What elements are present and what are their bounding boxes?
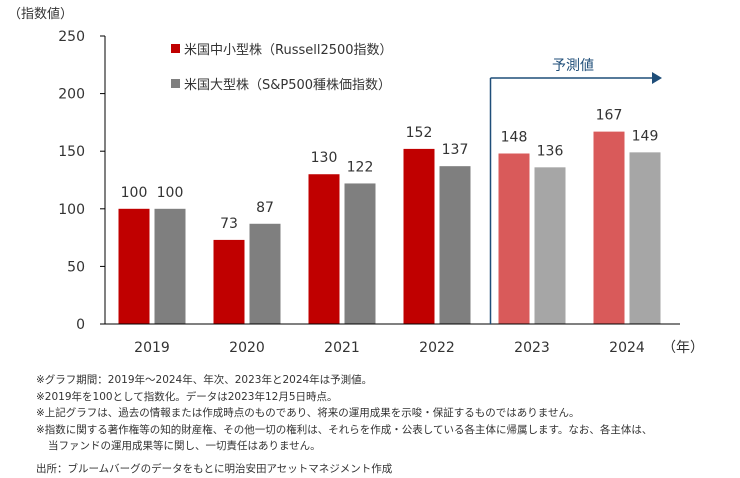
data-label: 148 — [501, 130, 528, 146]
data-label: 87 — [256, 200, 274, 216]
y-tick-label: 100 — [58, 202, 85, 218]
bar — [213, 239, 245, 324]
y-axis-label: （指数値） — [8, 6, 73, 22]
bar — [308, 174, 340, 324]
data-label: 73 — [220, 216, 238, 232]
bar — [593, 131, 625, 324]
y-tick-label: 250 — [58, 29, 85, 45]
data-label: 167 — [596, 108, 623, 124]
x-tick-label: 2019 — [134, 340, 170, 356]
x-tick-label: 2021 — [324, 340, 360, 356]
y-axis: 0 50 100 150 200 250 — [58, 29, 106, 333]
x-tick-label: 2020 — [229, 340, 265, 356]
y-tick-label: 0 — [76, 317, 85, 333]
data-label: 100 — [121, 185, 148, 201]
x-tick-label: 2022 — [419, 340, 455, 356]
bar — [534, 167, 566, 324]
data-label: 137 — [442, 142, 469, 158]
data-label: 122 — [347, 159, 374, 175]
footnotes: ※グラフ期間：2019年～2024年、年次、2023年と2024年は予測値。 ※… — [36, 372, 726, 477]
legend-swatch — [171, 79, 180, 88]
data-label: 100 — [157, 185, 184, 201]
footnote: ※上記グラフは、過去の情報または作成時点のものであり、将来の運用成果を示唆・保証… — [36, 407, 580, 419]
data-label: 149 — [632, 128, 659, 144]
y-tick-label: 50 — [67, 259, 85, 275]
bar — [629, 152, 661, 324]
source-note: 出所：ブルームバーグのデータをもとに明治安田アセットマネジメント作成 — [36, 462, 393, 475]
data-label: 130 — [311, 150, 338, 166]
bar — [249, 223, 281, 324]
arrow-head-icon — [652, 72, 662, 84]
data-label: 152 — [406, 125, 433, 141]
x-tick-label: 2023 — [514, 340, 550, 356]
y-tick-label: 200 — [58, 87, 85, 103]
bar — [498, 153, 530, 324]
bar — [403, 148, 435, 324]
footnote: 当ファンドの運用成果等に関し、一切責任はありません。 — [48, 440, 321, 452]
bar-chart: （指数値） 0 50 100 150 200 250 100 100 73 87 130 122 15… — [8, 6, 704, 356]
y-tick-label: 150 — [58, 144, 85, 160]
bars: 100 100 73 87 130 122 152 137 148 136 167 149 — [118, 108, 661, 324]
x-tick-label: 2024 — [609, 340, 645, 356]
footnote: ※グラフ期間：2019年～2024年、年次、2023年と2024年は予測値。 — [36, 374, 373, 386]
bar — [118, 208, 150, 324]
bar — [439, 166, 471, 324]
legend-label: 米国大型株（S&P500種株価指数） — [184, 77, 391, 93]
forecast-label: 予測値 — [552, 58, 594, 74]
bar — [344, 183, 376, 324]
legend-label: 米国中小型株（Russell2500指数） — [184, 43, 393, 58]
legend-swatch — [171, 44, 180, 53]
footnote: ※2019年を100として指数化。データは2023年12月5日時点。 — [36, 390, 338, 403]
data-label: 136 — [537, 143, 564, 159]
legend: 米国中小型株（Russell2500指数） 米国大型株（S&P500種株価指数） — [171, 43, 393, 93]
footnote: ※指数に関する著作権等の知的財産権、その他一切の権利は、それらを作成・公表してい… — [36, 423, 653, 436]
x-axis: 2019 2020 2021 2022 2023 2024 — [105, 323, 680, 356]
forecast-marker: 予測値 — [489, 58, 662, 324]
bar — [154, 208, 186, 324]
x-axis-unit: （年） — [662, 340, 704, 356]
